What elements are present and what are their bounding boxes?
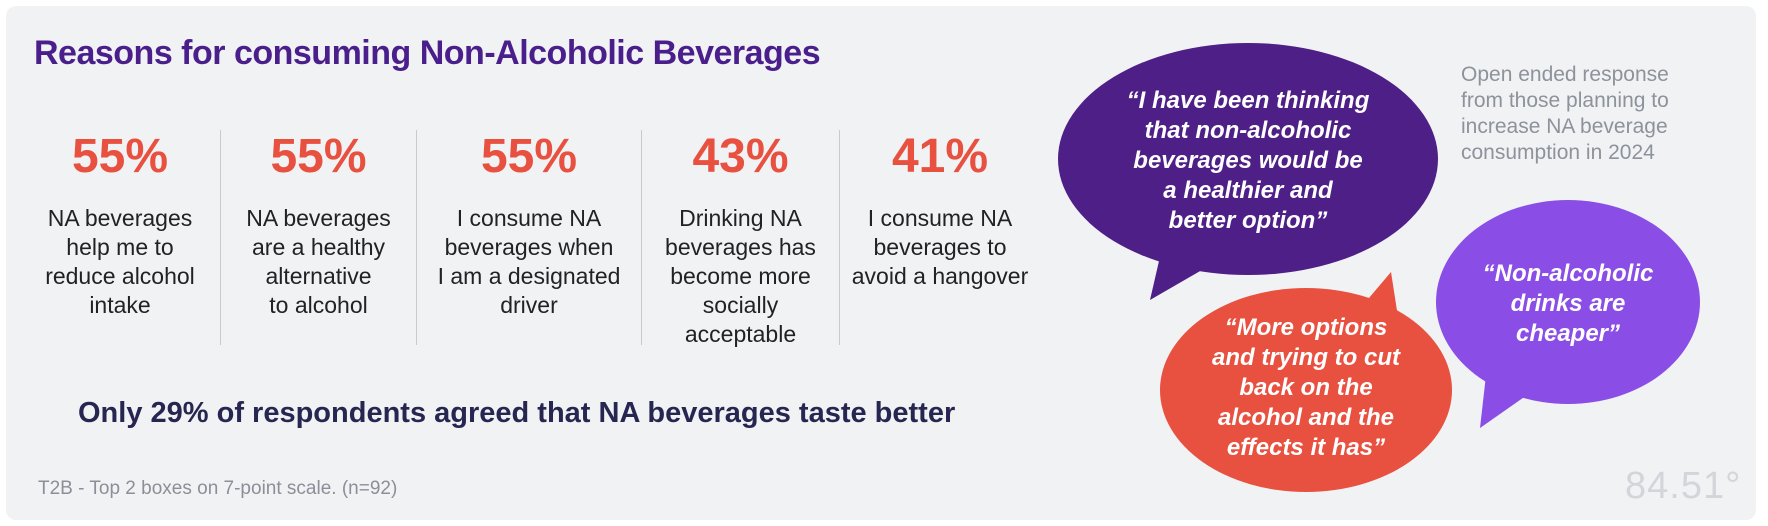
bubble-body bbox=[1160, 288, 1452, 492]
bubble-body bbox=[1058, 43, 1438, 275]
stat-label: I consume NA beverages to avoid a hangov… bbox=[851, 205, 1029, 289]
divider bbox=[641, 130, 642, 345]
bubble-body bbox=[1436, 200, 1700, 404]
chart-title: Reasons for consuming Non-Alcoholic Beve… bbox=[34, 34, 821, 72]
stat-value: 55% bbox=[480, 130, 578, 183]
stat-value: 41% bbox=[891, 130, 989, 183]
stats-row: 55% NA beverages help me to reduce alcoh… bbox=[20, 125, 1050, 355]
stat-item: 43% Drinking NA beverages has become mor… bbox=[642, 125, 839, 355]
footnote: T2B - Top 2 boxes on 7-point scale. (n=9… bbox=[38, 478, 398, 499]
stat-item: 55% NA beverages are a healthy alternati… bbox=[221, 125, 416, 355]
stat-label: NA beverages are a healthy alternative t… bbox=[246, 205, 391, 318]
quote-text-violet: “Non-alcoholic drinks are cheaper” bbox=[1482, 260, 1654, 347]
brand-logo: 84.51° bbox=[1625, 465, 1742, 507]
stat-value: 43% bbox=[692, 130, 789, 183]
highlight-statement: Only 29% of respondents agreed that NA b… bbox=[78, 397, 956, 429]
divider bbox=[220, 130, 221, 345]
divider bbox=[839, 130, 840, 345]
quote-bubble-purple bbox=[1058, 43, 1438, 300]
stat-item: 41% I consume NA beverages to avoid a ha… bbox=[840, 125, 1040, 355]
stat-value: 55% bbox=[270, 130, 367, 183]
quote-text-red: “More options and trying to cut back on … bbox=[1212, 314, 1400, 461]
side-note: Open ended response from those planning … bbox=[1461, 63, 1669, 164]
stat-item: 55% NA beverages help me to reduce alcoh… bbox=[20, 125, 220, 355]
divider bbox=[416, 130, 417, 345]
stat-value: 55% bbox=[71, 130, 169, 183]
stat-label: NA beverages help me to reduce alcohol i… bbox=[45, 205, 195, 318]
stat-label: I consume NA beverages when I am a desig… bbox=[437, 205, 621, 318]
stat-item: 55% I consume NA beverages when I am a d… bbox=[417, 125, 641, 355]
quote-text-purple: “I have been thinking that non-alcoholic… bbox=[1126, 87, 1370, 234]
quote-bubble-violet bbox=[1436, 200, 1700, 428]
stat-label: Drinking NA beverages has become more so… bbox=[665, 205, 816, 347]
quote-bubble-red bbox=[1160, 272, 1452, 492]
